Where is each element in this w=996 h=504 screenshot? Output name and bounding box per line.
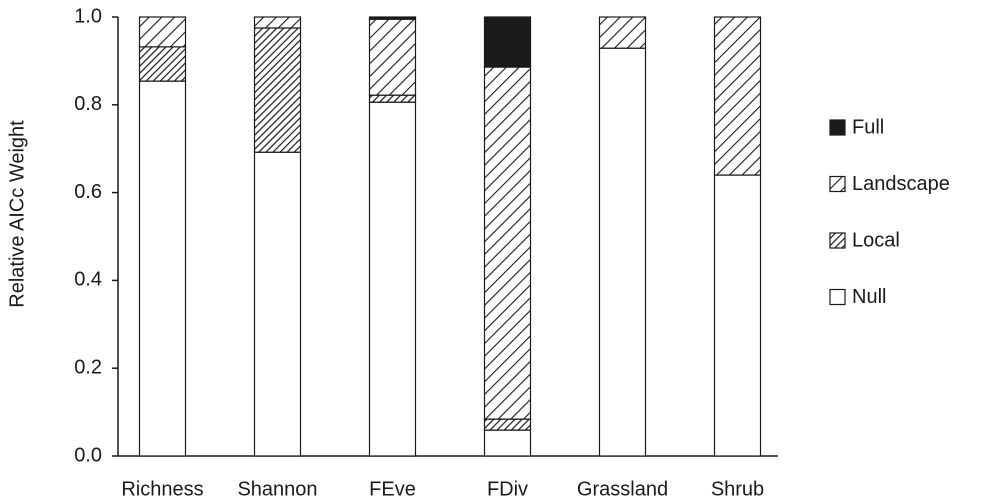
bar-segment: [138, 16, 187, 48]
legend-swatch: [829, 119, 846, 136]
bar-segment: [138, 80, 187, 457]
x-tick-label: FDiv: [487, 478, 528, 500]
x-tick-label: FEve: [369, 478, 416, 500]
bar-segment: [253, 151, 302, 457]
bar-segment: [368, 94, 417, 103]
bar-segment: [713, 174, 762, 457]
bar-segment: [368, 18, 417, 96]
bar-segment: [598, 16, 647, 49]
y-tick-label: 0.0: [74, 444, 102, 466]
bar-segment: [483, 16, 532, 68]
y-tick-label: 0.8: [74, 93, 102, 115]
y-tick-label: 0.2: [74, 356, 102, 378]
bar-segment: [138, 46, 187, 82]
legend-label: Landscape: [852, 173, 950, 195]
x-tick-label: Shannon: [237, 478, 317, 500]
y-tick-label: 0.6: [74, 181, 102, 203]
bar-segment: [368, 101, 417, 457]
y-tick-label: 1.0: [74, 5, 102, 27]
legend-label: Null: [852, 286, 886, 308]
legend-label: Local: [852, 229, 900, 251]
x-tick-label: Richness: [121, 478, 203, 500]
bar-segment: [253, 27, 302, 153]
legend-label: Full: [852, 116, 884, 138]
y-axis-label: Relative AICc Weight: [6, 120, 28, 308]
legend-swatch: [829, 232, 846, 249]
legend-swatch: [829, 288, 846, 306]
bar-segment: [483, 429, 532, 457]
bar-segment: [368, 16, 417, 20]
bar-segment: [483, 66, 532, 420]
y-tick-label: 0.4: [74, 269, 102, 291]
bar-segment: [483, 418, 532, 431]
bar-segment: [253, 16, 302, 29]
x-tick-label: Grassland: [577, 478, 668, 500]
x-tick-label: Shrub: [711, 478, 764, 500]
bar-segment: [713, 16, 762, 176]
legend-swatch: [829, 175, 846, 193]
bar-segment: [598, 47, 647, 457]
